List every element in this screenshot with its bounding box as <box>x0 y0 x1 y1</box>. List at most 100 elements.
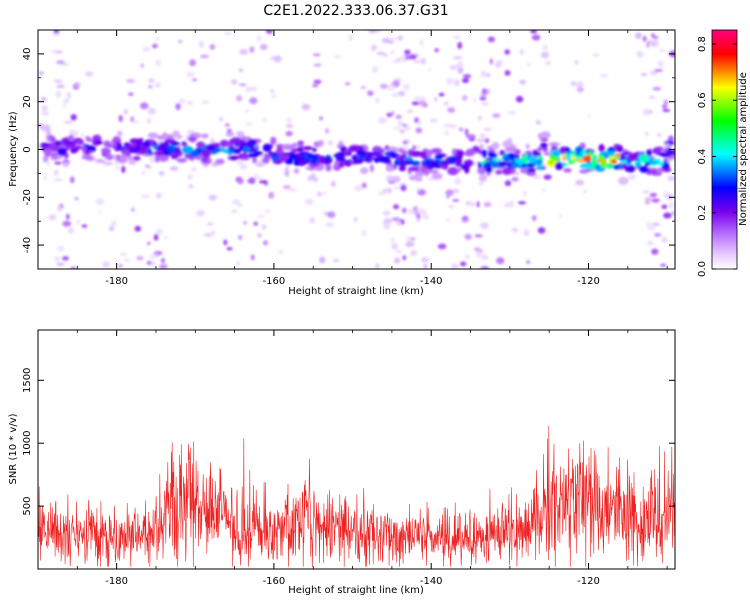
heatmap-cell <box>147 165 152 170</box>
heatmap-cell <box>85 149 90 155</box>
heatmap-cell <box>486 172 491 177</box>
heatmap-cell <box>636 162 641 168</box>
heatmap-cell <box>331 181 336 187</box>
heatmap-cell <box>402 140 408 145</box>
heatmap-cell <box>652 158 661 162</box>
heatmap-cell <box>518 201 526 205</box>
heatmap-cell <box>410 249 417 256</box>
heatmap-cell <box>75 140 85 145</box>
heatmap-cell <box>387 180 396 184</box>
heatmap-cell <box>418 208 427 216</box>
heatmap-cell <box>465 134 476 139</box>
heatmap-cell <box>236 131 245 136</box>
heatmap-cell <box>66 91 71 99</box>
heatmap-cell <box>128 155 133 161</box>
heatmap-cell <box>477 116 483 121</box>
heatmap-cell <box>135 143 143 146</box>
heatmap-cell <box>74 145 82 150</box>
heatmap-cell <box>484 138 490 144</box>
spectrogram-panel: -180 -160 -140 -120 -40 -20 0 20 40 Height of st… <box>8 29 676 297</box>
heatmap-cell <box>188 183 194 189</box>
heatmap-cell <box>537 227 546 234</box>
heatmap-cell <box>663 99 669 106</box>
heatmap-cell <box>76 220 81 225</box>
heatmap-cell <box>473 146 481 152</box>
heatmap-cell <box>558 214 563 218</box>
heatmap-cell <box>487 151 496 157</box>
heatmap-cell <box>474 247 481 252</box>
heatmap-cell <box>159 264 168 269</box>
heatmap-cell <box>43 143 49 148</box>
heatmap-cell <box>542 44 548 51</box>
heatmap-cell <box>43 155 48 163</box>
heatmap-cell <box>447 167 459 176</box>
heatmap-cell <box>161 144 167 153</box>
heatmap-cell <box>545 60 552 66</box>
heatmap-cell <box>577 158 585 163</box>
heatmap-cell <box>102 161 114 166</box>
heatmap-cell <box>592 53 600 57</box>
heatmap-cell <box>178 98 186 104</box>
heatmap-cell <box>286 117 292 123</box>
heatmap-cell <box>297 140 305 146</box>
heatmap-cell <box>429 158 434 161</box>
heatmap-cell <box>446 191 450 199</box>
heatmap-cell <box>66 213 70 220</box>
heatmap-cell <box>209 138 215 144</box>
heatmap-cell <box>492 113 501 118</box>
heatmap-cell <box>540 131 551 139</box>
heatmap-cell <box>411 101 420 106</box>
heatmap-cell <box>666 193 674 201</box>
heatmap-cell <box>348 144 361 152</box>
heatmap-cell <box>635 158 640 162</box>
heatmap-cell <box>402 153 407 159</box>
heatmap-cell <box>223 32 232 35</box>
heatmap-cell <box>219 139 229 148</box>
heatmap-cell <box>231 79 238 85</box>
heatmap-cell <box>540 142 548 148</box>
heatmap-cell <box>479 181 484 186</box>
heatmap-cell <box>383 218 393 224</box>
heatmap-cell <box>523 190 527 197</box>
heatmap-cell <box>136 256 144 261</box>
heatmap-cell <box>604 163 616 169</box>
heatmap-cell <box>580 150 587 157</box>
heatmap-cell <box>477 167 486 175</box>
heatmap-cell <box>319 256 326 264</box>
heatmap-cell <box>453 56 462 60</box>
heatmap-cell <box>140 63 144 68</box>
heatmap-cell <box>628 174 636 181</box>
heatmap-cell <box>57 147 67 156</box>
heatmap-cell <box>364 155 372 160</box>
heatmap-cell <box>128 92 134 96</box>
heatmap-cell <box>541 189 547 192</box>
heatmap-cell <box>386 84 395 91</box>
heatmap-cell <box>374 154 383 158</box>
heatmap-cell <box>473 97 477 103</box>
heatmap-cell <box>296 147 304 153</box>
heatmap-cell <box>354 185 363 192</box>
heatmap-cell <box>651 248 659 255</box>
heatmap-cell <box>599 74 609 78</box>
heatmap-cell <box>61 63 70 66</box>
heatmap-cell <box>481 161 485 165</box>
heatmap-cell <box>532 215 537 222</box>
heatmap-cell <box>621 162 628 169</box>
heatmap-cell <box>453 35 461 40</box>
heatmap-cell <box>408 175 418 181</box>
heatmap-cell <box>311 159 317 165</box>
heatmap-cell <box>273 55 282 63</box>
spectrogram-ticks: -180 -160 -140 -120 -40 -20 0 20 40 <box>22 29 675 287</box>
heatmap-cell <box>284 165 290 171</box>
heatmap-cell <box>575 81 584 88</box>
heatmap-cell <box>483 128 492 131</box>
heatmap-cell <box>231 209 238 213</box>
heatmap-cell <box>504 70 511 76</box>
heatmap-cell <box>230 137 242 145</box>
heatmap-cell <box>129 138 141 144</box>
heatmap-cell <box>371 44 375 52</box>
heatmap-cell <box>415 205 419 212</box>
heatmap-cell <box>445 218 450 222</box>
heatmap-cell <box>448 124 458 128</box>
